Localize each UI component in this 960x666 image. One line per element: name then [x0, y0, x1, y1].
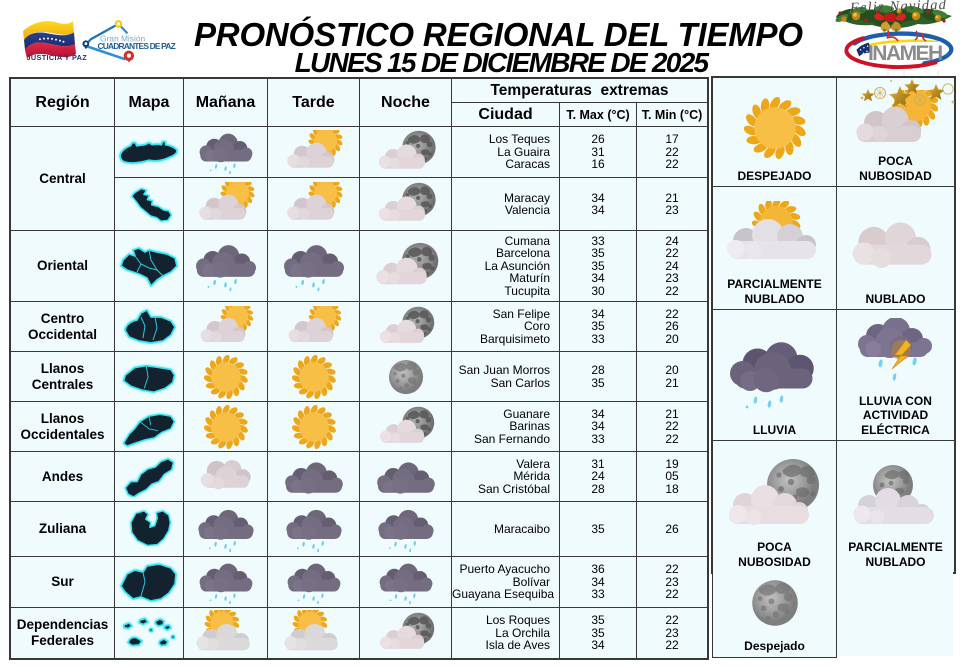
svg-text:JUSTICIA Y PAZ: JUSTICIA Y PAZ — [27, 53, 88, 62]
svg-text:CUADRANTES DE PAZ: CUADRANTES DE PAZ — [98, 41, 176, 51]
svg-text:INAMEH: INAMEH — [868, 42, 942, 65]
svg-text:Gran Misión: Gran Misión — [100, 33, 145, 43]
svg-text:Feliz Navidad: Feliz Navidad — [849, 0, 947, 16]
